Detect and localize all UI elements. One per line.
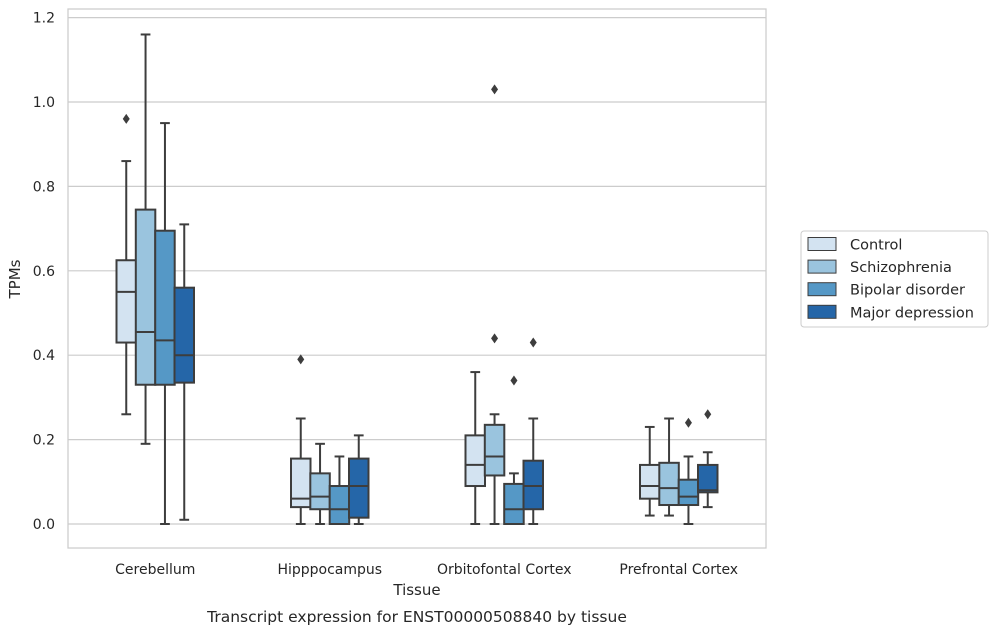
y-tick-label: 0.6 bbox=[33, 264, 55, 280]
legend: Control Schizophrenia Bipolar disorder Majo… bbox=[800, 230, 989, 328]
outlier-point bbox=[510, 375, 518, 386]
box-bipolar-disorder bbox=[677, 417, 700, 525]
legend-label: Schizophrenia bbox=[850, 260, 952, 276]
box-iqr bbox=[309, 472, 331, 511]
x-tick-label: Orbitofontal Cortex bbox=[437, 562, 572, 578]
box-iqr bbox=[154, 229, 176, 386]
box-iqr bbox=[697, 463, 719, 494]
outlier-point bbox=[491, 84, 499, 95]
y-tick-label: 0.0 bbox=[33, 517, 55, 533]
y-axis-ticks: 0.0 0.2 0.4 0.6 0.8 1.0 1.2 bbox=[33, 11, 55, 533]
box-bipolar-disorder bbox=[503, 375, 525, 526]
box-iqr bbox=[348, 457, 370, 519]
box-schizophrenia bbox=[134, 33, 157, 445]
legend-swatch bbox=[807, 259, 837, 274]
box-iqr bbox=[290, 457, 312, 509]
y-tick-label: 0.4 bbox=[33, 348, 55, 364]
legend-frame bbox=[800, 230, 989, 328]
box-bipolar-disorder bbox=[328, 455, 351, 525]
box-iqr bbox=[134, 208, 157, 386]
box-major-depression bbox=[173, 223, 195, 521]
chart-caption: Transcript expression for ENST0000050884… bbox=[206, 608, 627, 626]
box-iqr bbox=[639, 463, 661, 500]
box-iqr bbox=[503, 482, 525, 526]
outlier-point bbox=[529, 337, 537, 348]
x-tick-label: Cerebellum bbox=[115, 562, 195, 578]
box-bipolar-disorder bbox=[154, 122, 176, 525]
x-axis-label: Tissue bbox=[392, 581, 440, 599]
x-tick-label: Hipppocampus bbox=[277, 562, 382, 578]
legend-label: Bipolar disorder bbox=[850, 283, 965, 299]
y-axis-label: TPMs bbox=[6, 259, 24, 299]
legend-swatch bbox=[807, 282, 837, 297]
box-control bbox=[464, 371, 486, 525]
box-control bbox=[639, 425, 661, 517]
box-control bbox=[115, 113, 137, 416]
box-iqr bbox=[115, 259, 137, 344]
y-tick-label: 0.2 bbox=[33, 433, 55, 449]
box-iqr bbox=[328, 485, 351, 525]
x-axis-ticks: Cerebellum Hipppocampus Orbitofontal Corte… bbox=[115, 562, 738, 578]
box-iqr bbox=[677, 478, 700, 507]
plot-area bbox=[67, 8, 767, 549]
box-major-depression bbox=[348, 434, 370, 525]
box-iqr bbox=[522, 459, 544, 511]
box-iqr bbox=[173, 286, 195, 384]
box-control bbox=[290, 354, 312, 525]
box-schizophrenia bbox=[658, 417, 680, 517]
outlier-point bbox=[491, 333, 499, 344]
box-major-depression bbox=[522, 337, 544, 525]
legend-label: Control bbox=[850, 238, 902, 254]
y-tick-label: 1.0 bbox=[33, 95, 55, 111]
box-iqr bbox=[483, 423, 506, 477]
outlier-point bbox=[297, 354, 305, 365]
legend-swatch bbox=[807, 237, 837, 251]
x-tick-label: Prefrontal Cortex bbox=[619, 562, 738, 578]
outlier-point bbox=[704, 409, 712, 420]
legend-label: Major depression bbox=[850, 305, 974, 321]
box-iqr bbox=[464, 434, 486, 488]
y-tick-label: 0.8 bbox=[33, 179, 55, 195]
box-iqr bbox=[658, 461, 680, 507]
box-series bbox=[115, 33, 719, 526]
outlier-point bbox=[684, 417, 692, 428]
box-schizophrenia bbox=[483, 84, 506, 525]
box-major-depression bbox=[697, 409, 719, 509]
y-tick-label: 1.2 bbox=[33, 11, 55, 27]
legend-swatch bbox=[807, 304, 837, 319]
outlier-point bbox=[122, 113, 130, 124]
plot-frame bbox=[67, 8, 767, 549]
